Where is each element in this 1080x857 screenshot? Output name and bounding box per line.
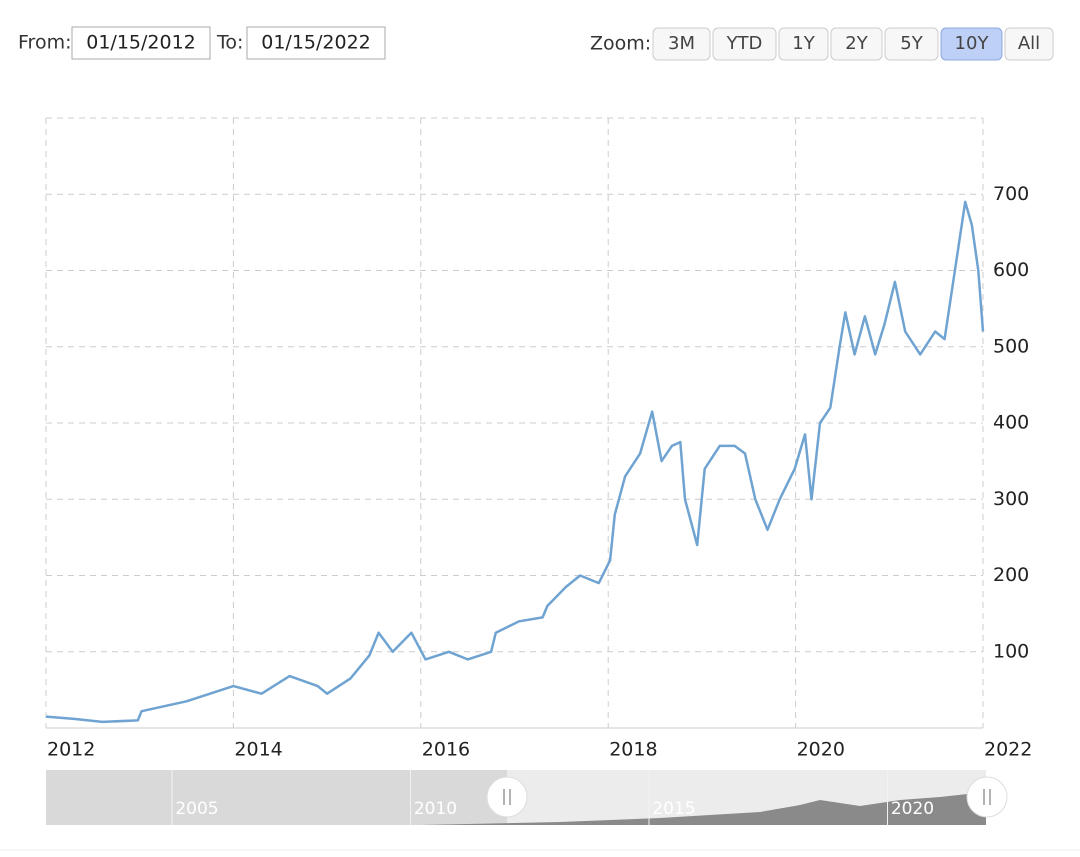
zoom-button[interactable] xyxy=(1004,27,1054,61)
zoom-button-label[interactable]: YTD xyxy=(726,33,763,54)
navigator-handle-grip xyxy=(983,789,991,805)
controls: From: 01/15/2012 To: 01/15/2022 Zoom: xyxy=(18,26,651,60)
from-value[interactable]: 01/15/2012 xyxy=(86,32,196,54)
y-tick-label: 200 xyxy=(993,564,1029,586)
x-tick-label: 2020 xyxy=(797,739,845,761)
zoom-button-label[interactable]: 2Y xyxy=(845,33,868,54)
x-tick-label: 2016 xyxy=(422,739,470,761)
x-tick-label: 2022 xyxy=(984,739,1032,761)
zoom-button[interactable] xyxy=(712,27,777,61)
navigator-handle[interactable] xyxy=(486,776,528,818)
y-tick-label: 100 xyxy=(993,640,1029,662)
navigator-handle-grip xyxy=(503,789,511,805)
zoom-button-label[interactable]: 1Y xyxy=(792,33,815,54)
to-label: To: xyxy=(216,32,243,54)
y-tick-label: 700 xyxy=(993,183,1029,205)
zoom-button-label[interactable]: 10Y xyxy=(955,33,990,54)
zoom-button[interactable] xyxy=(778,27,829,61)
to-value[interactable]: 01/15/2022 xyxy=(261,32,371,54)
from-label: From: xyxy=(18,32,71,54)
y-tick-label: 300 xyxy=(993,488,1029,510)
zoom-button[interactable] xyxy=(940,27,1003,61)
x-tick-label: 2012 xyxy=(47,739,95,761)
zoom-button-label[interactable]: 5Y xyxy=(900,33,923,54)
y-tick-label: 400 xyxy=(993,412,1029,434)
navigator-label: 2010 xyxy=(414,799,457,819)
navigator-label: 2015 xyxy=(652,799,695,819)
navigator-label: 2020 xyxy=(891,799,934,819)
x-tick-label: 2018 xyxy=(609,739,657,761)
zoom-button-label[interactable]: All xyxy=(1018,33,1040,54)
zoom-button[interactable] xyxy=(652,27,711,61)
y-tick-label: 500 xyxy=(993,335,1029,357)
navigator-handle[interactable] xyxy=(966,776,1008,818)
to-input[interactable] xyxy=(246,26,386,60)
navigator-area xyxy=(420,792,986,825)
zoom-button[interactable] xyxy=(884,27,939,61)
from-input[interactable] xyxy=(71,26,211,60)
navigator-label: 2005 xyxy=(175,799,218,819)
zoom-label: Zoom: xyxy=(590,33,651,55)
zoom-button-label[interactable]: 3M xyxy=(668,33,695,54)
zoom-button[interactable] xyxy=(830,27,883,61)
price-line xyxy=(45,200,985,724)
x-tick-label: 2014 xyxy=(234,739,282,761)
y-tick-label: 600 xyxy=(993,259,1029,281)
